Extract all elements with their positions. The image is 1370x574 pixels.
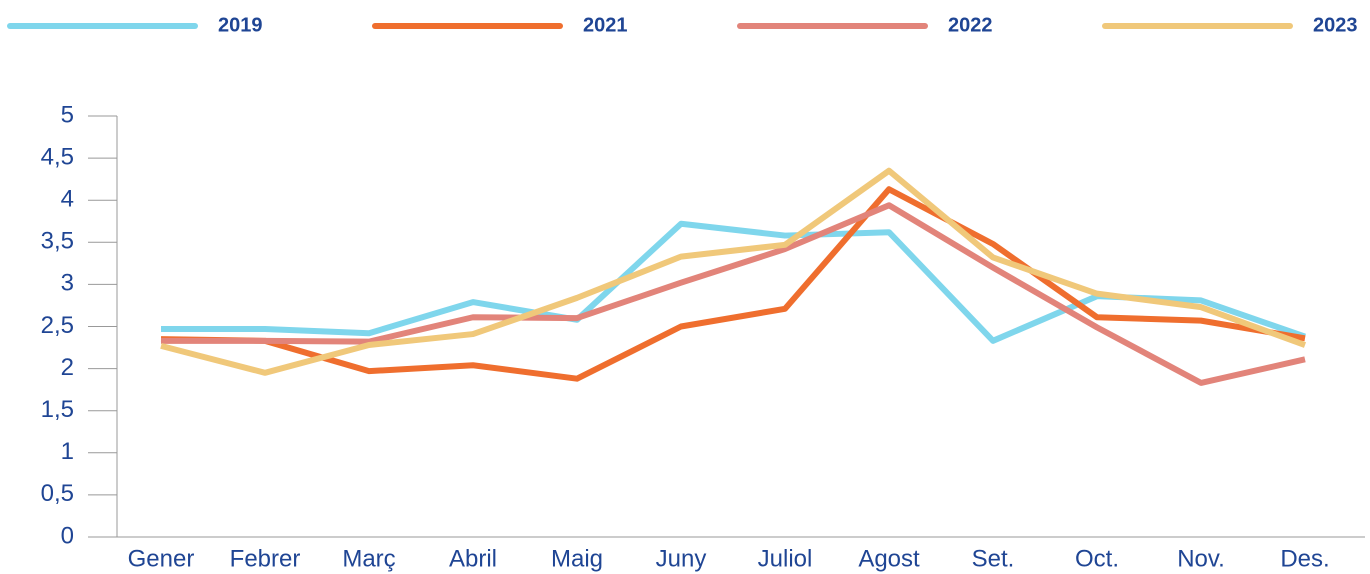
series-line bbox=[160, 167, 1307, 376]
x-tick-label: Juny bbox=[656, 545, 707, 572]
legend-label: 2023 bbox=[1313, 14, 1358, 36]
x-tick-label: Febrer bbox=[230, 545, 301, 572]
x-tick-label: Nov. bbox=[1177, 545, 1225, 572]
y-tick-label: 4,5 bbox=[41, 143, 74, 170]
y-tick-label: 4 bbox=[61, 186, 74, 213]
x-tick-label: Agost bbox=[858, 545, 920, 572]
x-tick-label: Gener bbox=[128, 545, 195, 572]
y-tick-label: 0 bbox=[61, 522, 74, 549]
y-tick-label: 0,5 bbox=[41, 480, 74, 507]
x-tick-label: Abril bbox=[449, 545, 497, 572]
y-tick-label: 5 bbox=[61, 101, 74, 128]
series-line bbox=[161, 220, 1306, 344]
y-tick-label: 2,5 bbox=[41, 312, 74, 339]
x-tick-label: Juliol bbox=[758, 545, 813, 572]
y-tick-label: 1,5 bbox=[41, 396, 74, 423]
series-line bbox=[160, 186, 1306, 382]
series-line bbox=[161, 202, 1306, 386]
legend-label: 2022 bbox=[948, 14, 993, 36]
legend-label: 2021 bbox=[583, 14, 628, 36]
x-tick-label: Oct. bbox=[1075, 545, 1119, 572]
y-tick-label: 2 bbox=[61, 354, 74, 381]
x-tick-label: Maig bbox=[551, 545, 603, 572]
y-tick-label: 1 bbox=[61, 438, 74, 465]
x-tick-label: Set. bbox=[972, 545, 1015, 572]
x-tick-label: Des. bbox=[1280, 545, 1329, 572]
legend-label: 2019 bbox=[218, 14, 263, 36]
y-tick-label: 3,5 bbox=[41, 228, 74, 255]
x-tick-label: Març bbox=[342, 545, 395, 572]
y-tick-label: 3 bbox=[61, 270, 74, 297]
